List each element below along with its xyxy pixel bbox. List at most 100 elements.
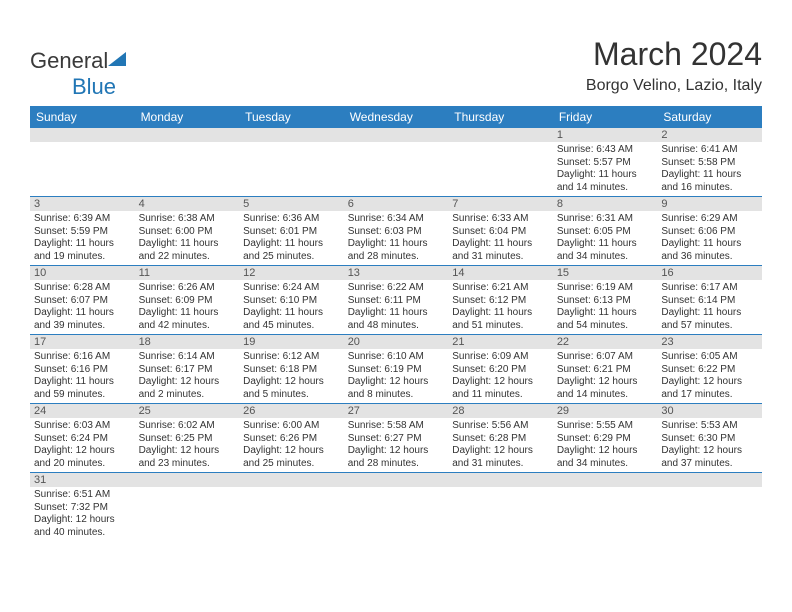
daylight-text: Daylight: 12 hours and 25 minutes. xyxy=(243,445,340,470)
sunset-text: Sunset: 6:03 PM xyxy=(348,226,445,239)
day-number: 12 xyxy=(239,266,344,280)
calendar-cell: 24Sunrise: 6:03 AMSunset: 6:24 PMDayligh… xyxy=(30,404,135,473)
daylight-text: Daylight: 12 hours and 14 minutes. xyxy=(557,376,654,401)
sunrise-text: Sunrise: 6:09 AM xyxy=(452,351,549,364)
sunrise-text: Sunrise: 6:31 AM xyxy=(557,213,654,226)
day-number-empty xyxy=(553,473,658,487)
day-number-empty xyxy=(657,473,762,487)
day-number: 23 xyxy=(657,335,762,349)
day-details: Sunrise: 6:07 AMSunset: 6:21 PMDaylight:… xyxy=(553,349,658,403)
day-number: 13 xyxy=(344,266,449,280)
sunset-text: Sunset: 6:18 PM xyxy=(243,364,340,377)
daylight-text: Daylight: 12 hours and 34 minutes. xyxy=(557,445,654,470)
daylight-text: Daylight: 11 hours and 59 minutes. xyxy=(34,376,131,401)
day-number: 6 xyxy=(344,197,449,211)
sunset-text: Sunset: 5:58 PM xyxy=(661,157,758,170)
sunset-text: Sunset: 6:28 PM xyxy=(452,433,549,446)
sunrise-text: Sunrise: 5:56 AM xyxy=(452,420,549,433)
sunrise-text: Sunrise: 6:41 AM xyxy=(661,144,758,157)
day-details: Sunrise: 6:51 AMSunset: 7:32 PMDaylight:… xyxy=(30,487,135,541)
day-number: 26 xyxy=(239,404,344,418)
sunrise-text: Sunrise: 6:17 AM xyxy=(661,282,758,295)
sunrise-text: Sunrise: 6:02 AM xyxy=(139,420,236,433)
sunrise-text: Sunrise: 6:03 AM xyxy=(34,420,131,433)
day-number: 18 xyxy=(135,335,240,349)
sunrise-text: Sunrise: 6:39 AM xyxy=(34,213,131,226)
sunrise-text: Sunrise: 6:14 AM xyxy=(139,351,236,364)
sunset-text: Sunset: 6:12 PM xyxy=(452,295,549,308)
calendar-cell: 31Sunrise: 6:51 AMSunset: 7:32 PMDayligh… xyxy=(30,473,135,542)
day-number: 3 xyxy=(30,197,135,211)
calendar-row: 31Sunrise: 6:51 AMSunset: 7:32 PMDayligh… xyxy=(30,473,762,542)
daylight-text: Daylight: 12 hours and 40 minutes. xyxy=(34,514,131,539)
sunset-text: Sunset: 6:21 PM xyxy=(557,364,654,377)
day-number-empty xyxy=(344,128,449,142)
sunset-text: Sunset: 6:07 PM xyxy=(34,295,131,308)
calendar-cell: 17Sunrise: 6:16 AMSunset: 6:16 PMDayligh… xyxy=(30,335,135,404)
day-details: Sunrise: 5:58 AMSunset: 6:27 PMDaylight:… xyxy=(344,418,449,472)
daylight-text: Daylight: 12 hours and 31 minutes. xyxy=(452,445,549,470)
daylight-text: Daylight: 12 hours and 8 minutes. xyxy=(348,376,445,401)
day-details: Sunrise: 5:53 AMSunset: 6:30 PMDaylight:… xyxy=(657,418,762,472)
sunrise-text: Sunrise: 6:12 AM xyxy=(243,351,340,364)
calendar-cell: 25Sunrise: 6:02 AMSunset: 6:25 PMDayligh… xyxy=(135,404,240,473)
sunrise-text: Sunrise: 6:10 AM xyxy=(348,351,445,364)
logo-text-blue: Blue xyxy=(72,74,116,99)
sunrise-text: Sunrise: 6:29 AM xyxy=(661,213,758,226)
daylight-text: Daylight: 11 hours and 48 minutes. xyxy=(348,307,445,332)
daylight-text: Daylight: 11 hours and 34 minutes. xyxy=(557,238,654,263)
calendar-table: Sunday Monday Tuesday Wednesday Thursday… xyxy=(30,106,762,541)
calendar-cell: 20Sunrise: 6:10 AMSunset: 6:19 PMDayligh… xyxy=(344,335,449,404)
sunset-text: Sunset: 6:27 PM xyxy=(348,433,445,446)
day-number-empty xyxy=(135,128,240,142)
day-details: Sunrise: 6:28 AMSunset: 6:07 PMDaylight:… xyxy=(30,280,135,334)
sunset-text: Sunset: 6:13 PM xyxy=(557,295,654,308)
calendar-cell: 23Sunrise: 6:05 AMSunset: 6:22 PMDayligh… xyxy=(657,335,762,404)
day-details: Sunrise: 6:41 AMSunset: 5:58 PMDaylight:… xyxy=(657,142,762,196)
sunset-text: Sunset: 6:17 PM xyxy=(139,364,236,377)
calendar-cell: 26Sunrise: 6:00 AMSunset: 6:26 PMDayligh… xyxy=(239,404,344,473)
calendar-cell: 4Sunrise: 6:38 AMSunset: 6:00 PMDaylight… xyxy=(135,197,240,266)
daylight-text: Daylight: 11 hours and 51 minutes. xyxy=(452,307,549,332)
calendar-cell: 27Sunrise: 5:58 AMSunset: 6:27 PMDayligh… xyxy=(344,404,449,473)
day-number-empty xyxy=(344,473,449,487)
calendar-cell xyxy=(135,128,240,197)
sunrise-text: Sunrise: 6:19 AM xyxy=(557,282,654,295)
calendar-cell: 7Sunrise: 6:33 AMSunset: 6:04 PMDaylight… xyxy=(448,197,553,266)
day-number: 19 xyxy=(239,335,344,349)
daylight-text: Daylight: 11 hours and 22 minutes. xyxy=(139,238,236,263)
calendar-cell xyxy=(553,473,658,542)
weekday-header: Sunday xyxy=(30,106,135,128)
day-number: 15 xyxy=(553,266,658,280)
sunset-text: Sunset: 5:59 PM xyxy=(34,226,131,239)
calendar-cell: 30Sunrise: 5:53 AMSunset: 6:30 PMDayligh… xyxy=(657,404,762,473)
calendar-cell: 1Sunrise: 6:43 AMSunset: 5:57 PMDaylight… xyxy=(553,128,658,197)
sunrise-text: Sunrise: 6:16 AM xyxy=(34,351,131,364)
day-details: Sunrise: 6:12 AMSunset: 6:18 PMDaylight:… xyxy=(239,349,344,403)
calendar-row: 1Sunrise: 6:43 AMSunset: 5:57 PMDaylight… xyxy=(30,128,762,197)
daylight-text: Daylight: 12 hours and 20 minutes. xyxy=(34,445,131,470)
day-number: 10 xyxy=(30,266,135,280)
title-block: March 2024 Borgo Velino, Lazio, Italy xyxy=(586,36,762,95)
day-number: 17 xyxy=(30,335,135,349)
calendar-cell xyxy=(239,473,344,542)
calendar-cell: 18Sunrise: 6:14 AMSunset: 6:17 PMDayligh… xyxy=(135,335,240,404)
day-details: Sunrise: 6:05 AMSunset: 6:22 PMDaylight:… xyxy=(657,349,762,403)
day-number-empty xyxy=(448,473,553,487)
daylight-text: Daylight: 11 hours and 36 minutes. xyxy=(661,238,758,263)
day-number: 24 xyxy=(30,404,135,418)
sunset-text: Sunset: 6:11 PM xyxy=(348,295,445,308)
sunrise-text: Sunrise: 6:43 AM xyxy=(557,144,654,157)
day-number: 11 xyxy=(135,266,240,280)
daylight-text: Daylight: 11 hours and 42 minutes. xyxy=(139,307,236,332)
daylight-text: Daylight: 11 hours and 39 minutes. xyxy=(34,307,131,332)
sunset-text: Sunset: 6:04 PM xyxy=(452,226,549,239)
day-details: Sunrise: 6:02 AMSunset: 6:25 PMDaylight:… xyxy=(135,418,240,472)
sunset-text: Sunset: 6:01 PM xyxy=(243,226,340,239)
sunset-text: Sunset: 6:06 PM xyxy=(661,226,758,239)
day-details: Sunrise: 6:03 AMSunset: 6:24 PMDaylight:… xyxy=(30,418,135,472)
calendar-cell: 22Sunrise: 6:07 AMSunset: 6:21 PMDayligh… xyxy=(553,335,658,404)
daylight-text: Daylight: 12 hours and 28 minutes. xyxy=(348,445,445,470)
day-number: 28 xyxy=(448,404,553,418)
day-details: Sunrise: 6:38 AMSunset: 6:00 PMDaylight:… xyxy=(135,211,240,265)
